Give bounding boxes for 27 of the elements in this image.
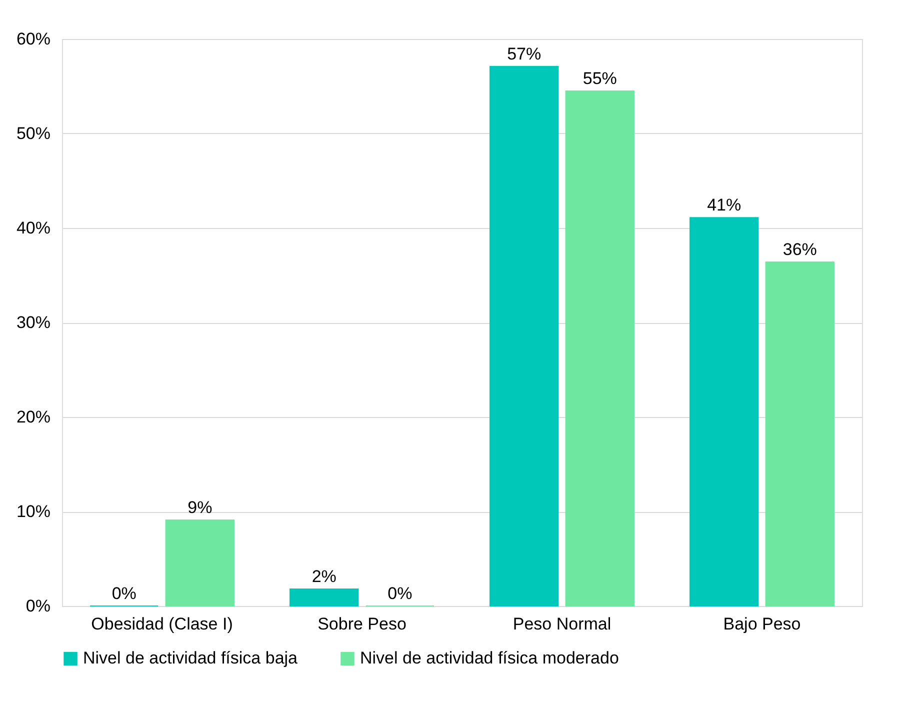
x-tick-label: Bajo Peso [723, 614, 801, 634]
x-tick-label: Peso Normal [512, 614, 612, 634]
y-tick-label: 20% [16, 408, 50, 426]
bar [290, 588, 359, 606]
bar [690, 217, 759, 606]
data-label: 41% [707, 196, 742, 215]
bar [565, 90, 634, 606]
y-tick-label: 30% [16, 313, 50, 332]
data-label: 9% [188, 498, 212, 518]
y-tick-label: 60% [16, 30, 50, 48]
legend-label: Nivel de actividad física moderado [360, 648, 619, 668]
data-label: 36% [782, 240, 817, 260]
bar [490, 66, 559, 606]
data-label: 0% [388, 584, 412, 603]
y-tick-label: 0% [26, 596, 50, 616]
legend-label: Nivel de actividad física baja [83, 648, 298, 668]
bar [165, 520, 234, 606]
y-tick-label: 50% [16, 124, 50, 143]
x-tick-label: Obesidad (Clase I) [91, 614, 233, 634]
bar [765, 262, 834, 606]
x-tick-label: Sobre Peso [318, 614, 406, 634]
data-label: 55% [582, 68, 617, 88]
data-label: 57% [507, 44, 542, 64]
data-label: 0% [112, 584, 136, 603]
y-tick-label: 10% [16, 502, 50, 521]
data-label: 2% [312, 566, 336, 586]
y-tick-label: 40% [16, 218, 50, 238]
